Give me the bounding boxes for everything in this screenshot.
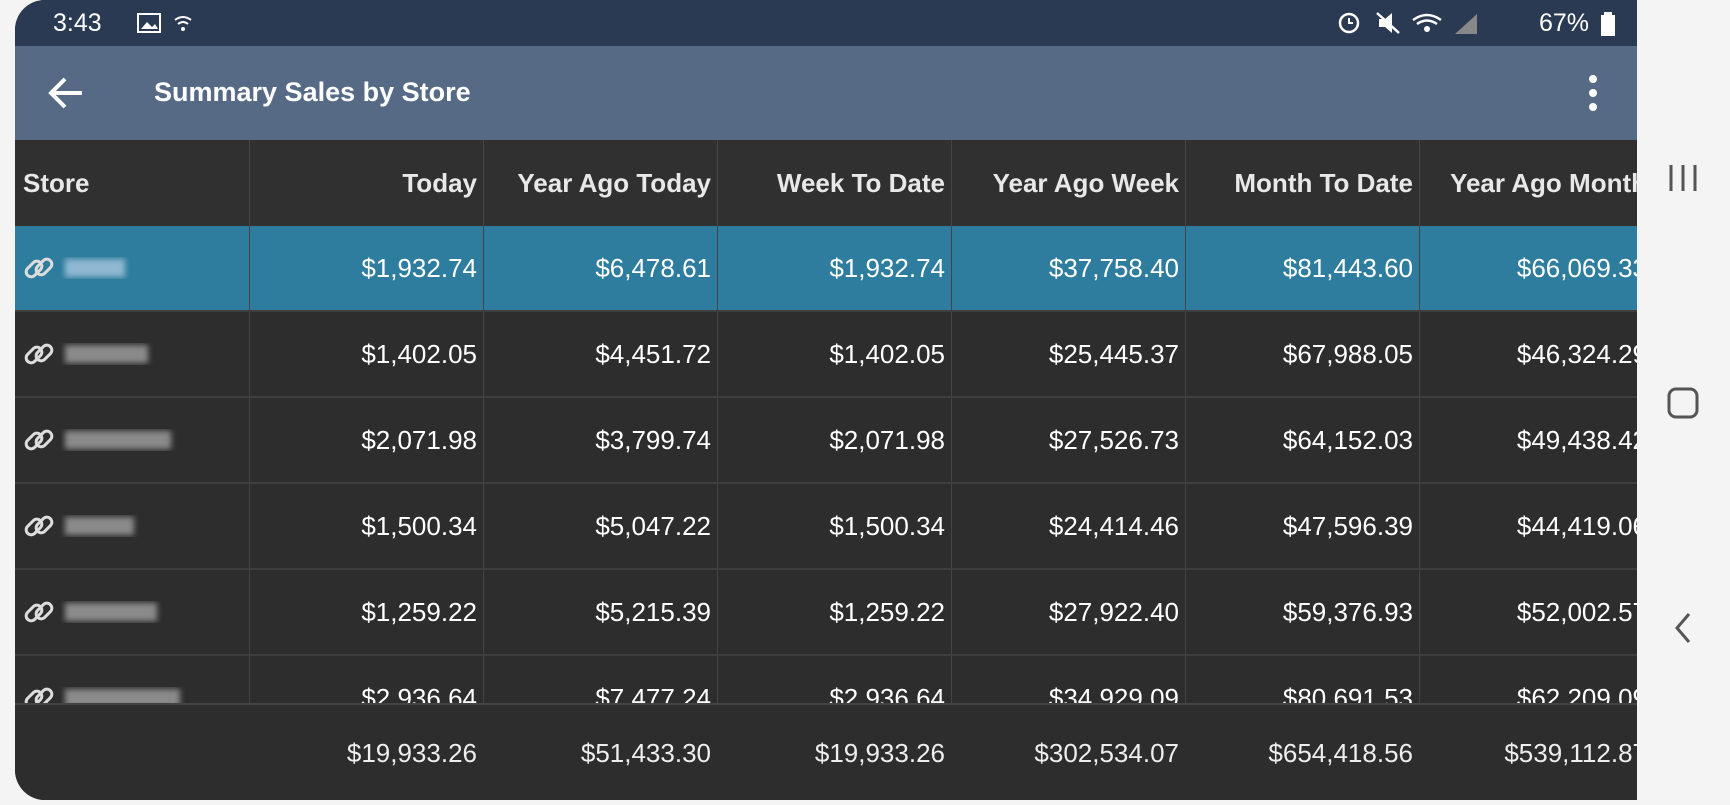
blurred-store-name xyxy=(65,345,148,363)
nav-buttons[interactable] xyxy=(1637,0,1730,800)
store-cell xyxy=(15,656,249,703)
sales-cell: $46,324.29 xyxy=(1419,312,1637,396)
status-icons-right xyxy=(1338,12,1477,34)
link-icon xyxy=(24,687,54,703)
link-icon xyxy=(24,429,54,451)
sales-cell: $5,047.22 xyxy=(483,484,717,568)
total-cell: $19,933.26 xyxy=(346,738,477,768)
sales-cell: $24,414.46 xyxy=(951,484,1185,568)
blurred-store-name xyxy=(65,517,134,535)
blurred-store-name xyxy=(65,689,180,703)
battery-icon xyxy=(1601,12,1615,36)
sales-cell: $67,988.05 xyxy=(1185,312,1419,396)
sales-cell: $1,500.34 xyxy=(249,484,483,568)
sales-cell: $5,215.39 xyxy=(483,570,717,654)
sales-cell: $2,936.64 xyxy=(249,656,483,703)
sales-cell: $2,936.64 xyxy=(717,656,951,703)
sales-cell: $6,478.61 xyxy=(483,226,717,310)
column-header[interactable]: Year Ago Month xyxy=(1419,140,1637,226)
sales-cell: $2,071.98 xyxy=(717,398,951,482)
sales-cell: $1,932.74 xyxy=(249,226,483,310)
store-cell xyxy=(15,226,249,310)
total-cell: $302,534.07 xyxy=(1034,738,1179,768)
clock: 3:43 xyxy=(53,9,102,37)
store-cell xyxy=(15,398,249,482)
sales-cell: $64,152.03 xyxy=(1185,398,1419,482)
sales-cell: $1,259.22 xyxy=(249,570,483,654)
sales-cell: $1,500.34 xyxy=(717,484,951,568)
total-cell: $51,433.30 xyxy=(580,738,711,768)
sales-cell: $34,929.09 xyxy=(951,656,1185,703)
blurred-store-name xyxy=(65,431,171,449)
app-title: Summary Sales by Store xyxy=(154,77,471,107)
sales-cell: $3,799.74 xyxy=(483,398,717,482)
table-row[interactable]: $1,932.74 $6,478.61 $1,932.74 $37,758.40 $81… xyxy=(15,226,1637,312)
status-icons xyxy=(137,13,192,33)
table-row[interactable]: $1,402.05 $4,451.72 $1,402.05 $25,445.37 $67… xyxy=(15,312,1637,398)
link-icon xyxy=(24,515,54,537)
total-cell: $539,112.87 xyxy=(1504,738,1637,768)
status-bar: 3:43 67% xyxy=(15,0,1637,46)
table-row[interactable]: $2,071.98 $3,799.74 $2,071.98 $27,526.73 $64… xyxy=(15,398,1637,484)
column-header[interactable]: Month To Date xyxy=(1185,140,1419,226)
sales-cell: $4,451.72 xyxy=(483,312,717,396)
app-bar: Summary Sales by Store xyxy=(15,46,1637,140)
table-body: $1,932.74 $6,478.61 $1,932.74 $37,758.40 $81… xyxy=(15,226,1637,703)
sales-cell: $49,438.42 xyxy=(1419,398,1637,482)
sales-cell: $27,526.73 xyxy=(951,398,1185,482)
battery-level: 67% xyxy=(1538,9,1589,37)
sales-cell: $25,445.37 xyxy=(951,312,1185,396)
column-header[interactable]: Today xyxy=(249,140,483,226)
overflow-menu[interactable] xyxy=(1587,74,1599,112)
sales-cell: $1,259.22 xyxy=(717,570,951,654)
phone-screen: 3:43 67% Summary Sales by Store Store Tod… xyxy=(15,0,1637,800)
table-row[interactable]: $1,500.34 $5,047.22 $1,500.34 $24,414.46 $47… xyxy=(15,484,1637,570)
sales-cell: $27,922.40 xyxy=(951,570,1185,654)
table-header: Store Today Year Ago Today Week To Date Year… xyxy=(15,140,1637,226)
sales-cell: $7,477.24 xyxy=(483,656,717,703)
sales-cell: $2,071.98 xyxy=(249,398,483,482)
store-cell xyxy=(15,484,249,568)
table-row[interactable]: $2,936.64 $7,477.24 $2,936.64 $34,929.09 $80… xyxy=(15,656,1637,703)
navigation-bar xyxy=(1637,0,1730,800)
total-cell: $654,418.56 xyxy=(1268,738,1413,768)
link-icon xyxy=(24,257,54,279)
link-icon xyxy=(24,601,54,623)
table-footer: $19,933.26 $51,433.30 $19,933.26 $302,534.0… xyxy=(15,703,1637,800)
column-header[interactable]: Year Ago Week xyxy=(951,140,1185,226)
total-cell: $19,933.26 xyxy=(814,738,945,768)
sales-cell: $44,419.06 xyxy=(1419,484,1637,568)
blurred-store-name xyxy=(65,259,125,277)
sales-cell: $37,758.40 xyxy=(951,226,1185,310)
sales-cell: $52,002.57 xyxy=(1419,570,1637,654)
column-header[interactable]: Store xyxy=(23,167,90,198)
sales-cell: $62,209.09 xyxy=(1419,656,1637,703)
sales-cell: $80,691.53 xyxy=(1185,656,1419,703)
back-button[interactable] xyxy=(48,76,84,110)
blurred-store-name xyxy=(65,603,157,621)
sales-cell: $81,443.60 xyxy=(1185,226,1419,310)
table-row[interactable]: $1,259.22 $5,215.39 $1,259.22 $27,922.40 $59… xyxy=(15,570,1637,656)
column-header[interactable]: Week To Date xyxy=(717,140,951,226)
sales-cell: $59,376.93 xyxy=(1185,570,1419,654)
store-cell xyxy=(15,570,249,654)
sales-cell: $1,402.05 xyxy=(249,312,483,396)
link-icon xyxy=(24,343,54,365)
store-cell xyxy=(15,312,249,396)
sales-cell: $47,596.39 xyxy=(1185,484,1419,568)
column-header[interactable]: Year Ago Today xyxy=(483,140,717,226)
sales-cell: $66,069.33 xyxy=(1419,226,1637,310)
sales-cell: $1,932.74 xyxy=(717,226,951,310)
sales-cell: $1,402.05 xyxy=(717,312,951,396)
